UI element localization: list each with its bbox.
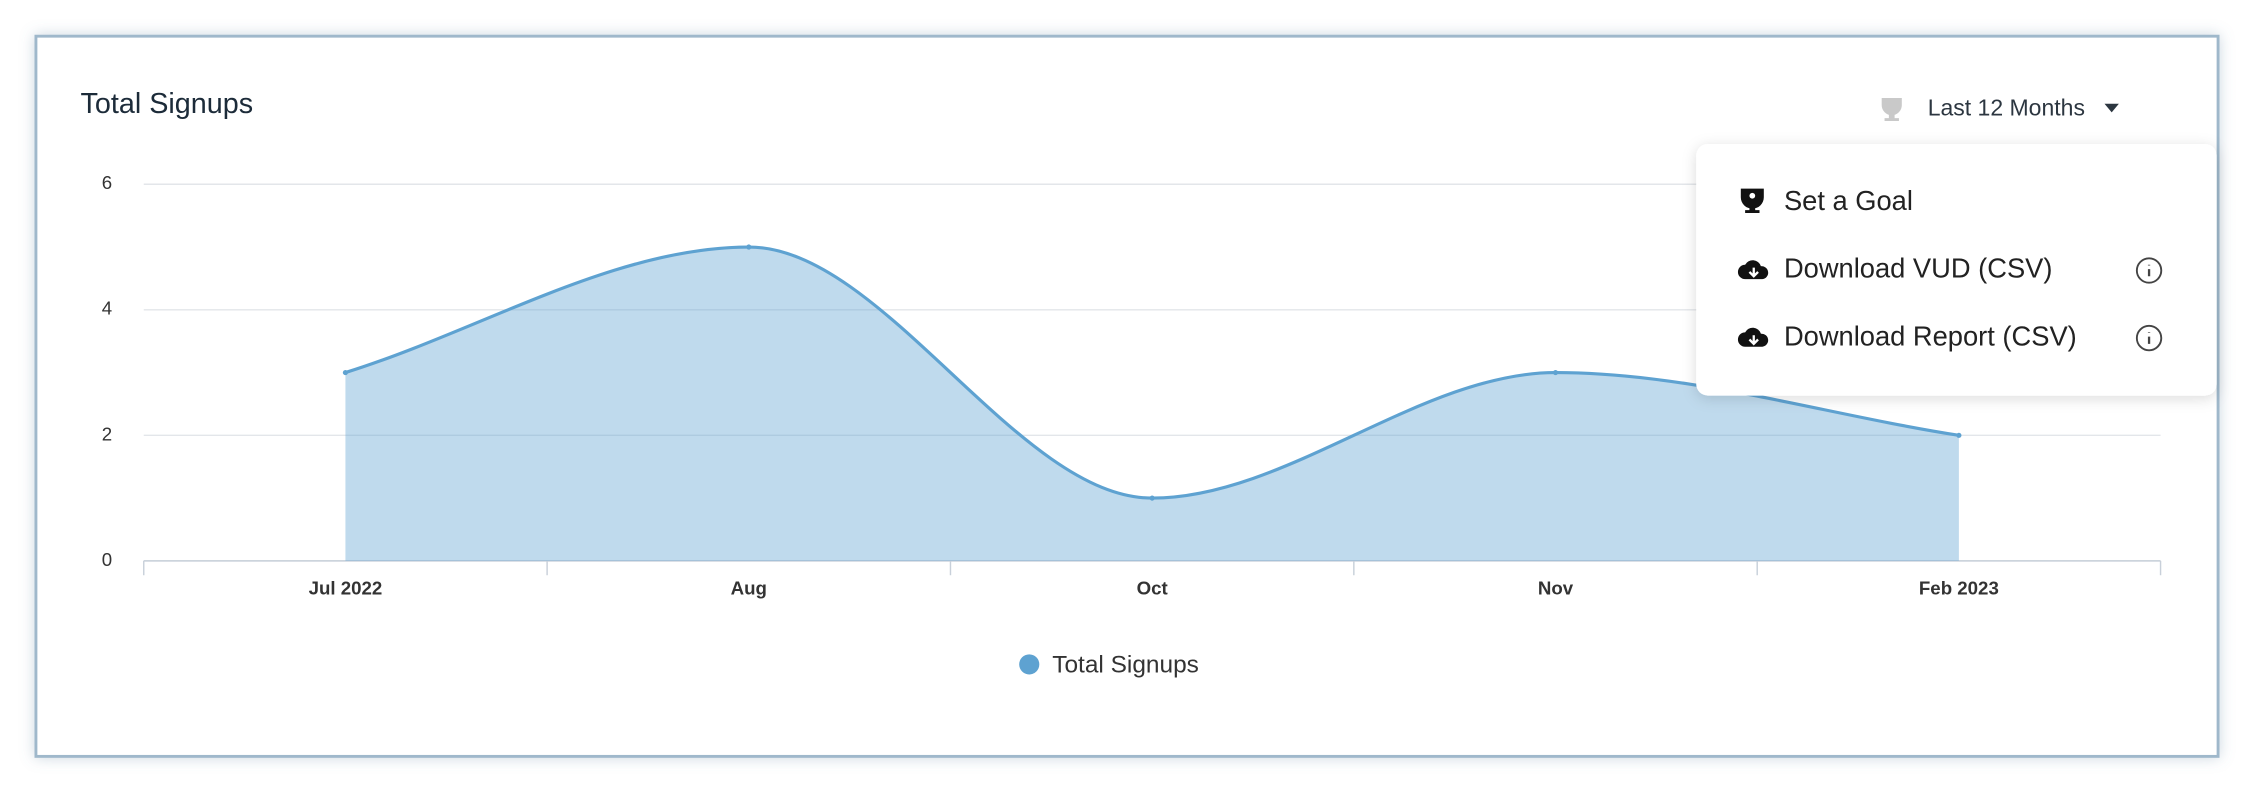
point (342, 369, 349, 376)
info-icon[interactable] (2135, 324, 2163, 352)
x-tick-label: Jul 2022 (309, 578, 383, 599)
point (1149, 495, 1155, 501)
trophy-icon (1740, 188, 1764, 213)
point (1956, 432, 1962, 438)
point (746, 244, 752, 250)
dropdown-menu: Set a Goal Download VUD (CSV) Download R… (1696, 144, 2217, 396)
x-tick-label: Nov (1538, 578, 1574, 599)
period-label[interactable]: Last 12 Months (1928, 95, 2085, 121)
legend-marker (1019, 654, 1040, 675)
info-icon[interactable] (2135, 257, 2163, 284)
chart-title: Total Signups (81, 88, 254, 120)
point (1552, 369, 1559, 376)
goal-icon (1881, 98, 1902, 121)
y-tick-label: 6 (102, 172, 112, 193)
menu-item[interactable]: Download VUD (CSV) (1784, 253, 2053, 284)
y-tick-label: 2 (102, 423, 112, 444)
menu-panel (1696, 144, 2217, 396)
area (345, 247, 1959, 561)
x-tick-label: Oct (1137, 578, 1168, 599)
caret (2104, 103, 2119, 113)
menu-item[interactable]: Download Report (CSV) (1784, 320, 2077, 351)
menu-item[interactable]: Set a Goal (1784, 185, 1913, 216)
download-icon (1737, 260, 1769, 280)
period-selector[interactable]: Last 12 Months (1881, 95, 2119, 121)
plot: 0 2 4 6 Jul 2022 Aug Oct Nov Feb 2023 Total Signu… (102, 172, 2162, 678)
x-tick-label: Aug (731, 578, 767, 599)
x-tick-label: Feb 2023 (1919, 578, 1999, 599)
legend-label: Total Signups (1052, 651, 1199, 678)
y-tick-label: 0 (102, 549, 112, 570)
download-icon (1737, 327, 1769, 347)
y-tick-label: 4 (102, 298, 112, 319)
